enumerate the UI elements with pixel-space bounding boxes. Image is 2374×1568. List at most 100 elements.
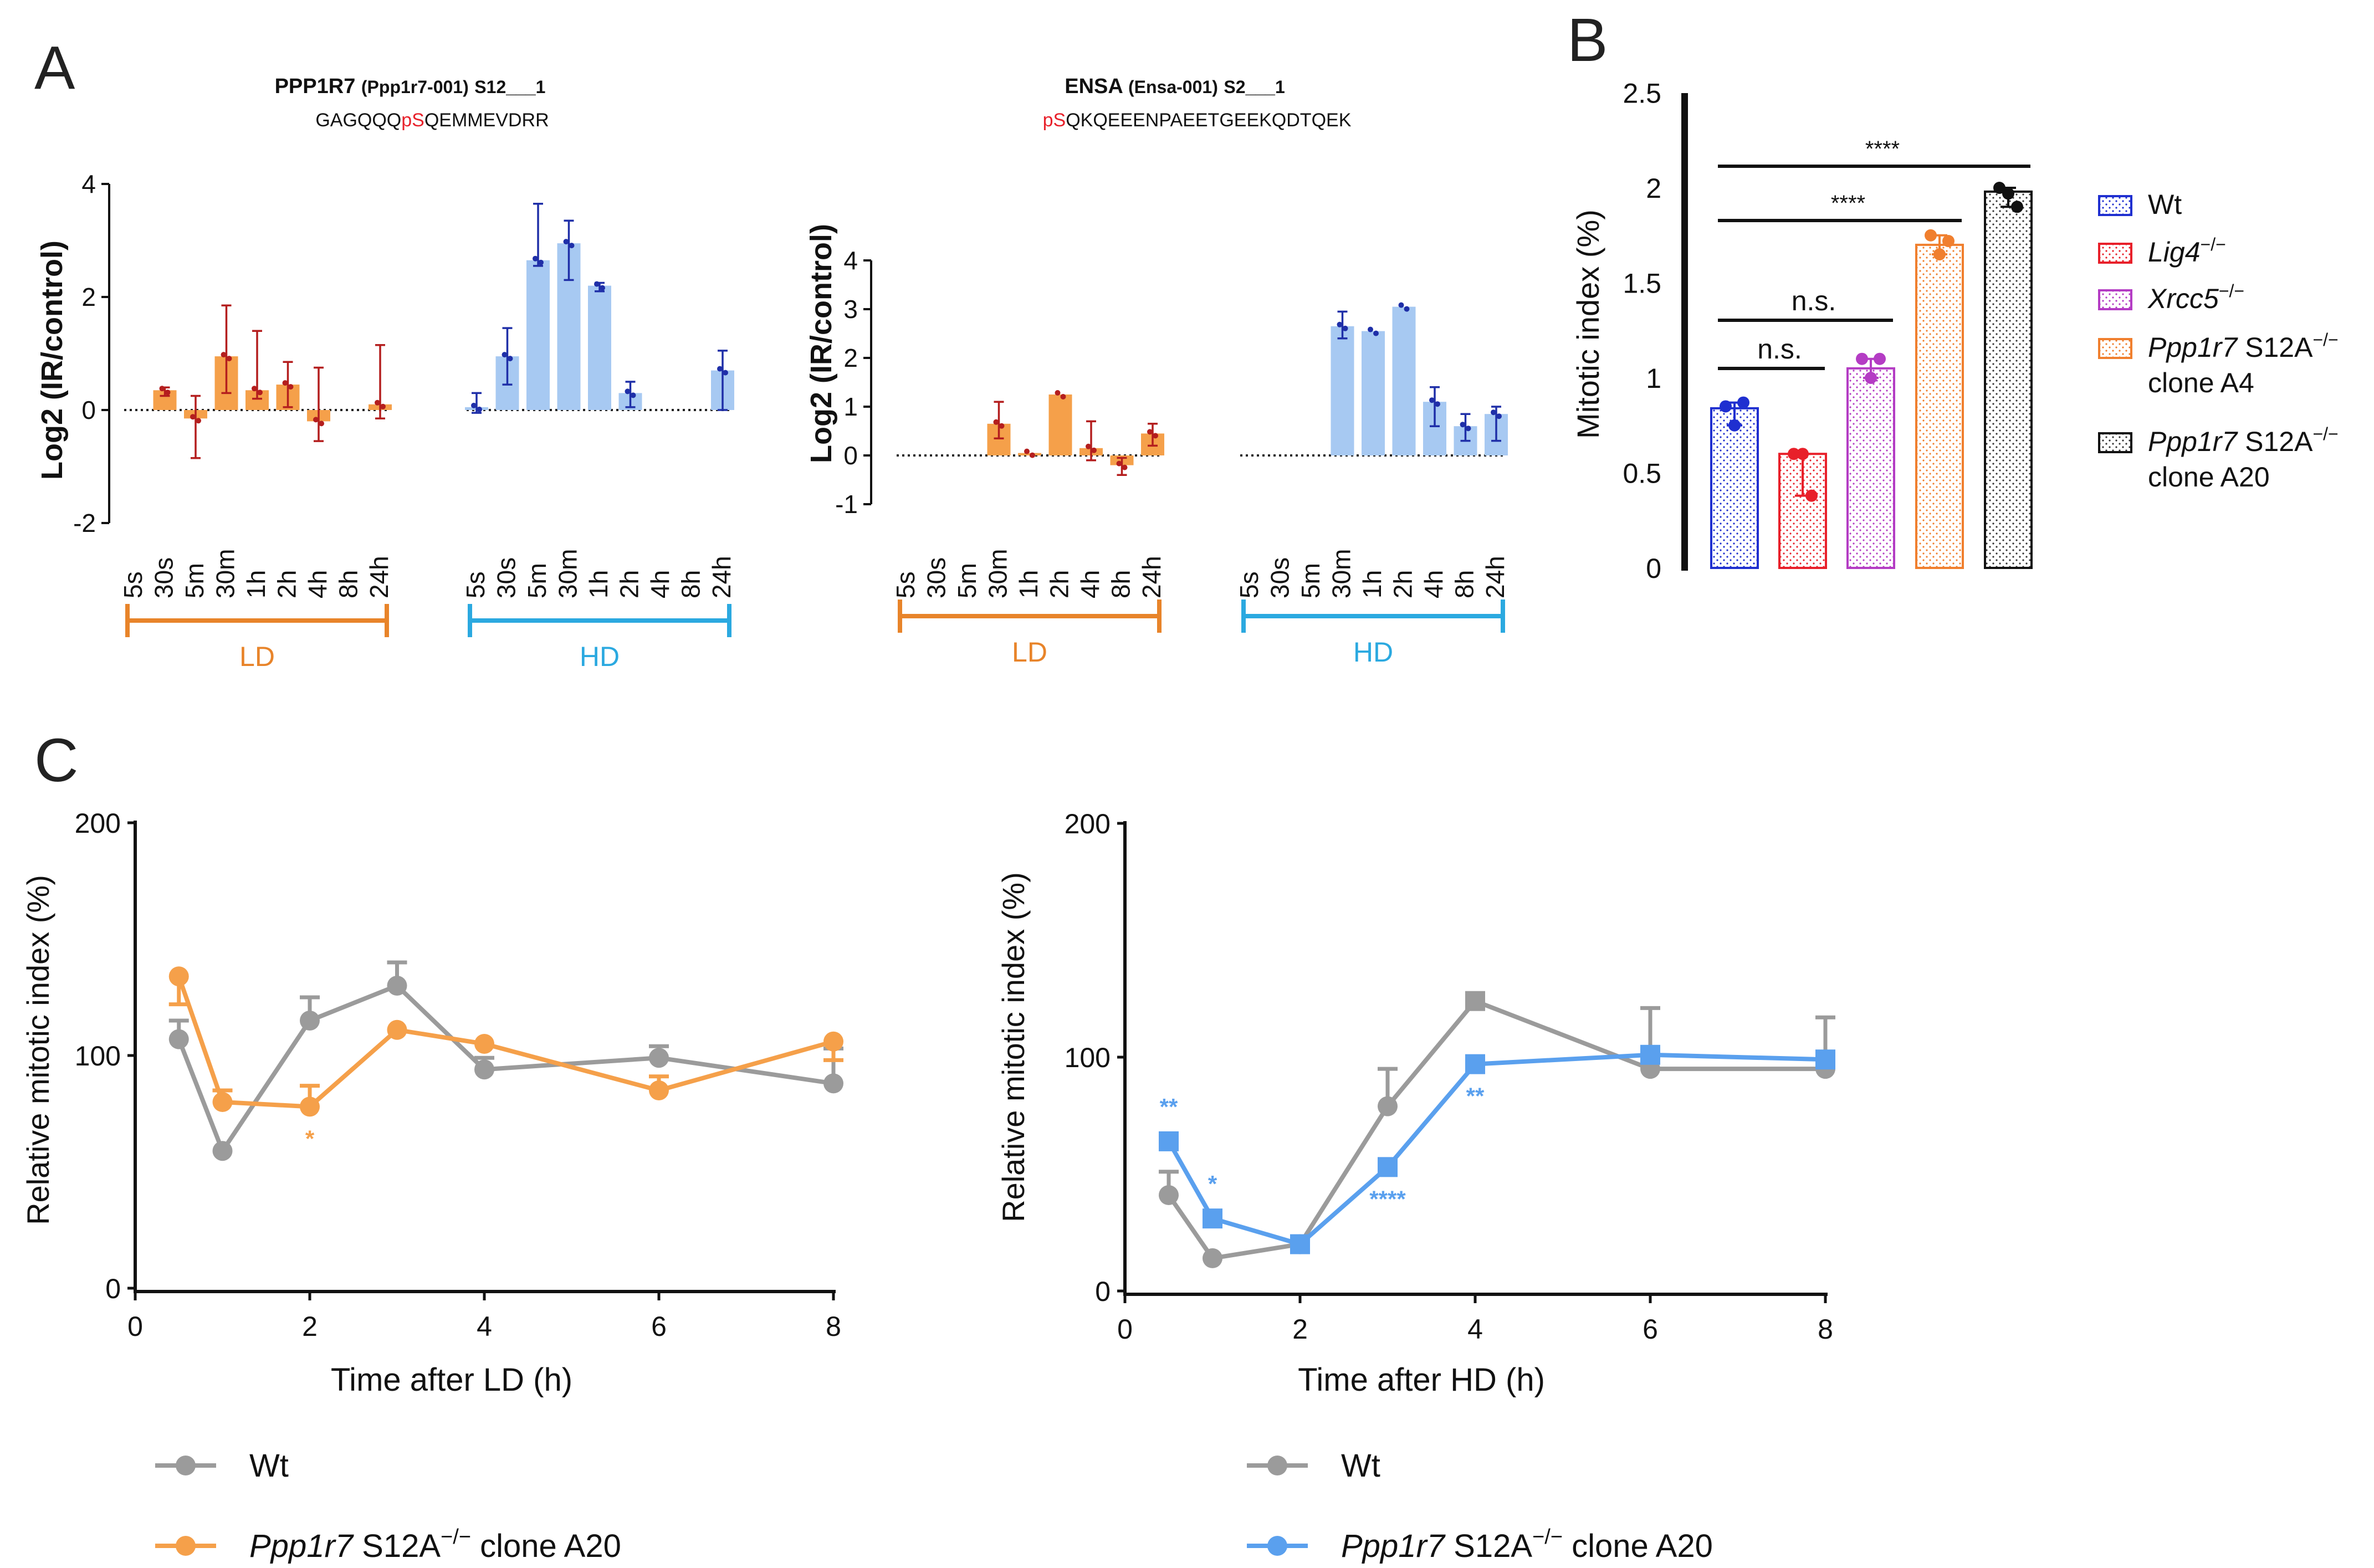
- x-tick-label: 4: [1467, 1314, 1483, 1345]
- x-tick-label: 30m: [984, 549, 1012, 598]
- data-point: [474, 1059, 494, 1080]
- chart-c1-xlabel: Time after LD (h): [331, 1362, 572, 1398]
- x-tick-label: 5s: [891, 571, 920, 598]
- data-point: [1398, 302, 1404, 308]
- x-tick-label: 4h: [1076, 570, 1104, 598]
- chart-a2-ylabel: Log2 (IR/control): [805, 224, 838, 463]
- data-point: [212, 1092, 233, 1112]
- legend-label: Ppp1r7 S12A−/− clone A20: [1341, 1525, 1713, 1564]
- data-point: [1159, 1185, 1179, 1205]
- bar: [526, 260, 550, 410]
- x-tick-label: 5m: [1296, 563, 1325, 598]
- data-point: [1373, 330, 1379, 336]
- y-tick-label: 100: [1065, 1042, 1111, 1073]
- group-label: HD: [1353, 637, 1393, 668]
- y-tick-label: 0: [81, 396, 96, 424]
- legend-swatch: [2098, 289, 2132, 310]
- x-tick-label: 2h: [273, 570, 301, 598]
- data-point: [226, 356, 232, 362]
- x-tick-label: 5m: [523, 563, 551, 598]
- x-tick-label: 30m: [211, 549, 240, 598]
- chart-a1-peptide: GAGQQQpSQEMMEVDRR: [315, 110, 549, 131]
- x-tick-label: 0: [127, 1311, 143, 1342]
- significance-label: *: [305, 1125, 315, 1151]
- group-label: LD: [1012, 637, 1047, 668]
- significance-label: n.s.: [1792, 285, 1836, 316]
- legend-label: Xrcc5−/−: [2147, 281, 2244, 314]
- series-line-wt: [1166, 998, 1825, 1260]
- x-tick-label: 8h: [334, 570, 363, 598]
- x-tick-label: 8h: [677, 570, 705, 598]
- data-point: [533, 255, 538, 262]
- x-tick-label: 1h: [242, 570, 270, 598]
- y-tick-label: 1: [843, 392, 858, 421]
- group-label: LD: [239, 641, 275, 672]
- data-point: [474, 1034, 494, 1054]
- data-point: [563, 239, 569, 245]
- data-point: [319, 421, 324, 427]
- data-point: [1091, 447, 1097, 453]
- legend-label: Ppp1r7 S12A−/−: [2148, 330, 2339, 363]
- x-tick-label: 1h: [1358, 570, 1386, 598]
- data-point: [282, 380, 288, 386]
- data-point: [1153, 433, 1158, 439]
- data-point: [649, 1048, 669, 1068]
- data-point: [471, 402, 477, 408]
- data-point: [387, 1019, 407, 1040]
- data-point: [1460, 422, 1466, 428]
- data-point: [2002, 187, 2014, 200]
- series-line-mutant: [1166, 1052, 1826, 1247]
- x-tick-label: 8h: [1107, 570, 1135, 598]
- y-tick-label: 0.5: [1623, 458, 1661, 489]
- legend-marker: [176, 1456, 196, 1475]
- legend-label: Ppp1r7 S12A−/− clone A20: [249, 1525, 621, 1564]
- data-point: [1815, 1049, 1835, 1070]
- data-point: [1147, 429, 1153, 435]
- x-tick-label: 30s: [492, 557, 521, 598]
- legend-swatch: [2098, 432, 2132, 453]
- data-point: [823, 1073, 843, 1094]
- data-point: [1159, 1131, 1179, 1151]
- data-point: [1465, 1054, 1485, 1074]
- y-tick-label: -2: [73, 509, 96, 537]
- y-tick-label: 1: [1646, 363, 1661, 394]
- chart-a1-ylabel: Log2 (IR/control): [35, 240, 69, 480]
- bar: [1331, 326, 1354, 455]
- data-point: [387, 976, 407, 996]
- panel-label-b: B: [1567, 6, 1608, 74]
- bar: [1362, 331, 1385, 455]
- legend-label-line2: clone A4: [2148, 367, 2254, 398]
- data-point: [168, 966, 189, 987]
- data-point: [1055, 390, 1061, 396]
- legend-label: Ppp1r7 S12A−/−: [2148, 424, 2339, 457]
- data-point: [1404, 306, 1410, 312]
- panel-label-a: A: [34, 34, 75, 102]
- data-point: [1942, 235, 1955, 248]
- x-tick-label: 1h: [1014, 570, 1043, 598]
- chart-c1-ylabel: Relative mitotic index (%): [21, 875, 55, 1225]
- data-point: [165, 390, 171, 396]
- bar: [1710, 407, 1759, 569]
- significance-label: ****: [1369, 1186, 1406, 1212]
- legend-marker: [176, 1536, 196, 1556]
- bar: [588, 285, 611, 410]
- significance-label: **: [1466, 1083, 1485, 1109]
- data-point: [221, 352, 227, 358]
- legend-label: Wt: [249, 1448, 289, 1484]
- data-point: [1368, 326, 1373, 332]
- data-point: [1429, 397, 1435, 403]
- x-tick-label: 24h: [1137, 556, 1166, 598]
- bar: [1778, 453, 1827, 570]
- series-line-mutant: [176, 975, 835, 1109]
- data-point: [823, 1031, 843, 1052]
- legend-swatch: [2098, 338, 2132, 359]
- x-tick-label: 8: [1818, 1314, 1833, 1345]
- x-tick-label: 2h: [1045, 570, 1074, 598]
- data-point: [1797, 448, 1809, 460]
- data-point: [600, 285, 605, 291]
- data-point: [1720, 400, 1732, 413]
- legend-label-line2: clone A20: [2148, 462, 2270, 493]
- data-point: [1116, 460, 1122, 467]
